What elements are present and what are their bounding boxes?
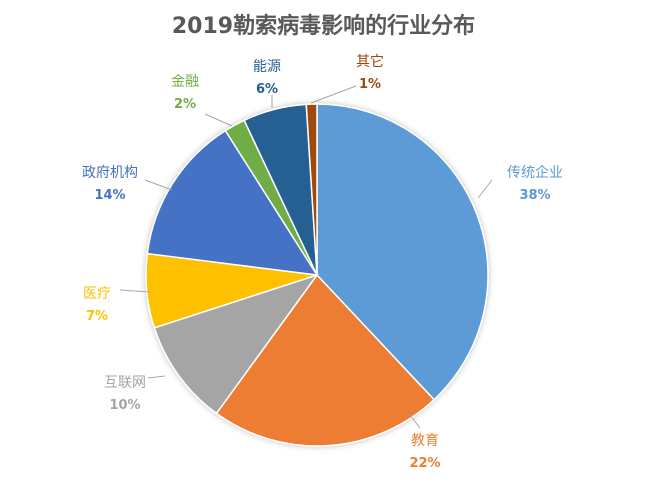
chart-title: 2019勒索病毒影响的行业分布 xyxy=(171,14,476,39)
slice-label: 能源 xyxy=(253,59,281,75)
slice-percent-label: 2% xyxy=(174,97,196,112)
slice-percent-label: 6% xyxy=(256,82,278,97)
pie-slice-5 xyxy=(146,129,319,276)
leader-line xyxy=(310,85,357,104)
pie-slice-2 xyxy=(215,273,436,447)
slice-label: 其它 xyxy=(356,53,384,70)
slice-label: 教育 xyxy=(411,433,439,449)
slice-label: 政府机构 xyxy=(82,165,138,181)
slice-label: 互联网 xyxy=(104,375,146,391)
leader-line xyxy=(409,414,421,429)
slice-label: 医疗 xyxy=(83,286,111,302)
leader-line xyxy=(147,375,166,379)
slice-label: 传统企业 xyxy=(507,164,563,181)
slice-percent-label: 22% xyxy=(409,456,440,471)
leader-line xyxy=(204,113,233,127)
pie-slice-1 xyxy=(316,103,489,401)
leader-line xyxy=(477,179,493,199)
slice-percent-label: 7% xyxy=(86,309,108,324)
leader-line xyxy=(119,289,151,293)
slice-label: 金融 xyxy=(171,74,199,90)
slice-percent-label: 1% xyxy=(359,77,381,92)
slice-percent-label: 38% xyxy=(519,188,550,203)
slice-percent-label: 10% xyxy=(109,398,140,413)
leader-line xyxy=(144,179,173,191)
slice-percent-label: 14% xyxy=(94,188,125,203)
pie-slice-8 xyxy=(305,103,318,276)
pie-slice-3 xyxy=(153,273,319,415)
